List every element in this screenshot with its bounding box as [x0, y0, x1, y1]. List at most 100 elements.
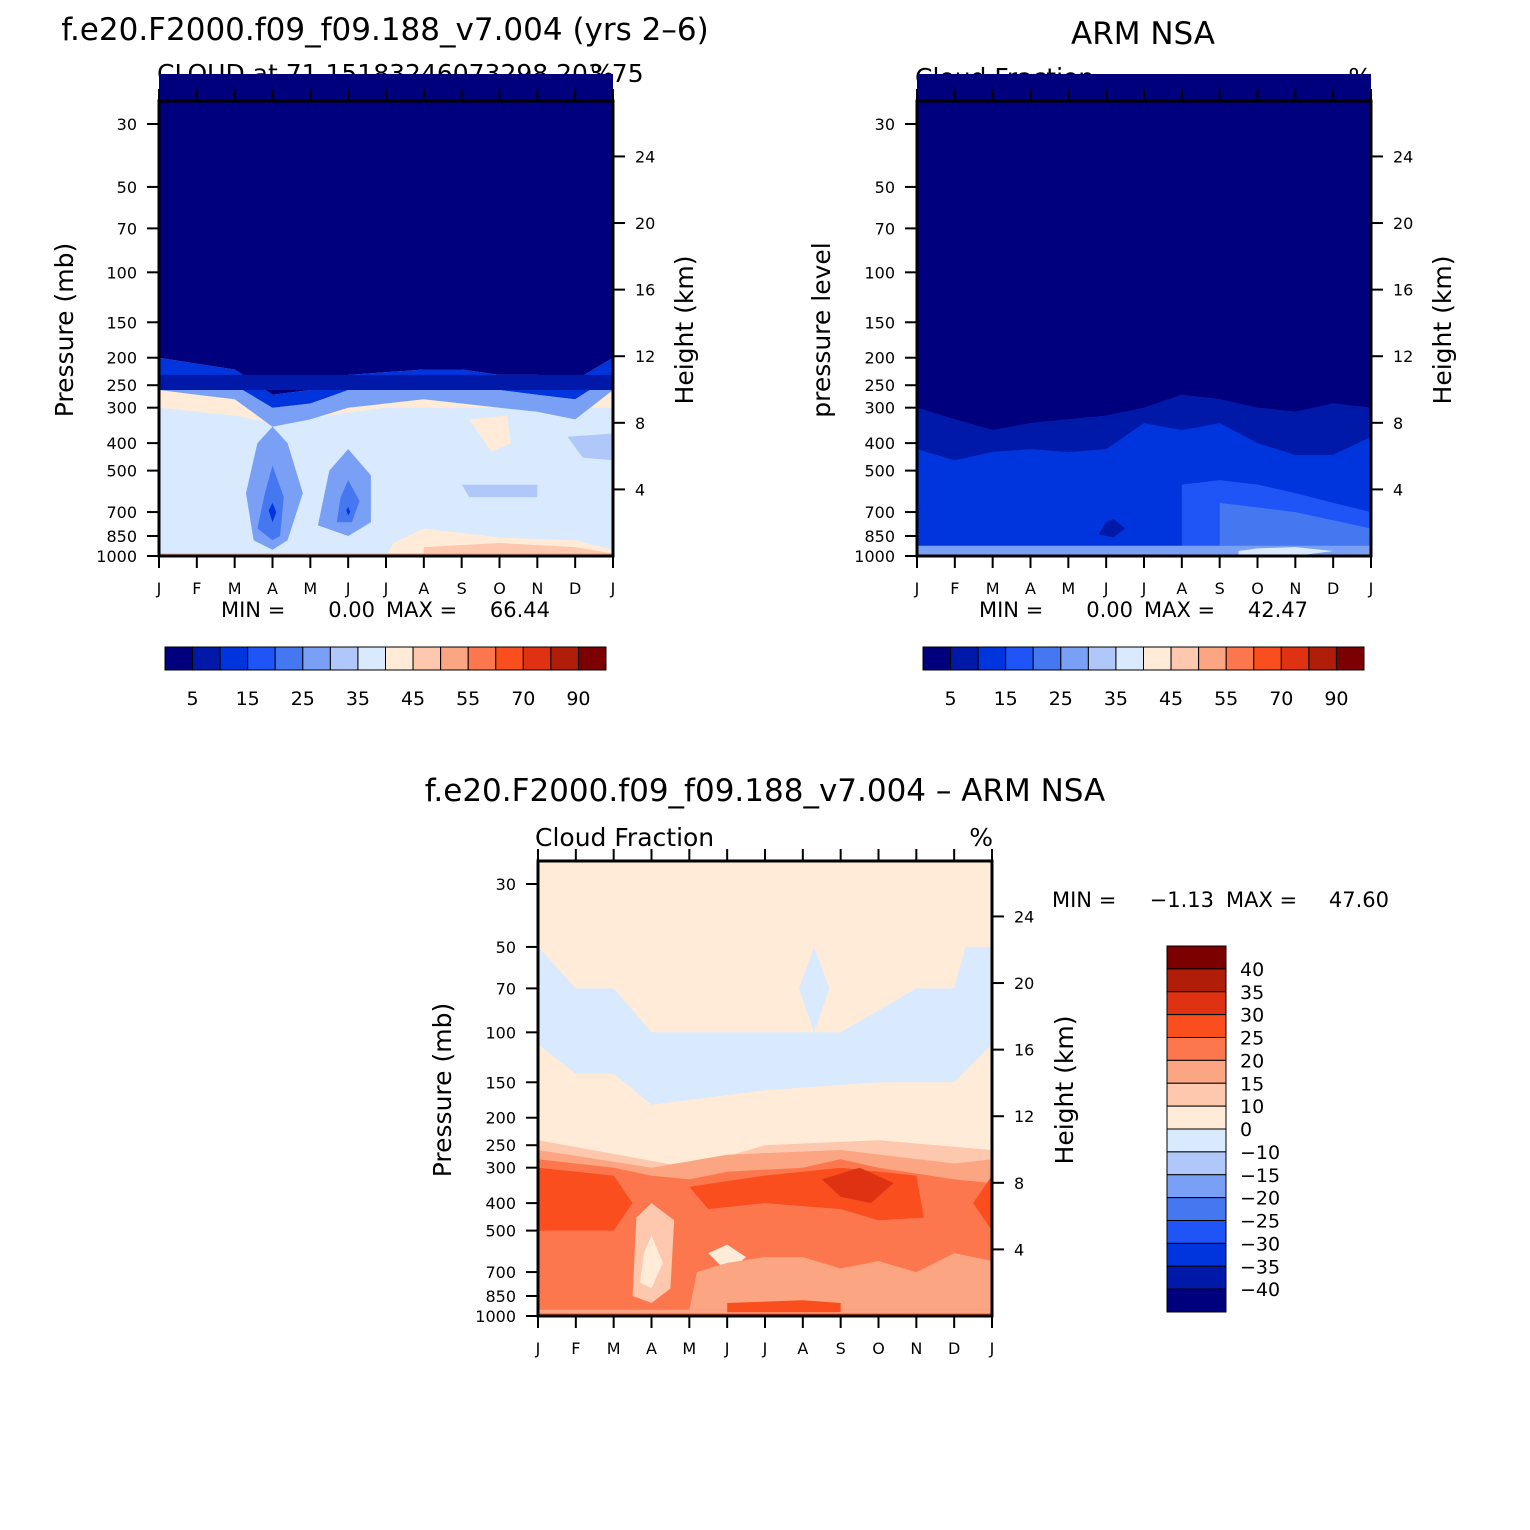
obs-field-10	[917, 394, 1371, 461]
obs-field-oct-light	[1238, 547, 1334, 556]
diff-x-tick-label: O	[872, 1339, 885, 1358]
model-field-5	[159, 74, 613, 395]
obs-colorbar-swatch	[1005, 646, 1034, 671]
obs-x-tick-label: S	[1215, 579, 1225, 598]
obs-y-tick-label: 400	[864, 434, 895, 453]
model-colorbar-swatch	[467, 646, 497, 671]
obs-y2-tick-label: 8	[1393, 414, 1403, 433]
model-colorbar-swatch	[329, 646, 359, 671]
model-y2-tick-label: 24	[635, 147, 655, 166]
diff-y-axis-label: Pressure (mb)	[428, 1003, 457, 1177]
diff-field-neg-diamond	[799, 946, 830, 1033]
obs-colorbar-swatch	[1170, 646, 1200, 671]
diff-colorbar-label: 30	[1240, 1005, 1264, 1027]
model-field-april-core	[268, 502, 277, 523]
diff-colorbar-swatch	[1166, 1197, 1227, 1221]
diff-y-tick-label: 400	[485, 1194, 516, 1213]
obs-colorbar-label: 5	[945, 688, 957, 710]
obs-y2-tick-label: 12	[1393, 347, 1413, 366]
diff-x-tick-label: M	[607, 1339, 621, 1358]
model-x-tick-label: M	[228, 579, 242, 598]
diff-y2-tick-label: 16	[1014, 1041, 1034, 1060]
diff-y-tick-label: 850	[485, 1287, 516, 1306]
obs-colorbar-swatch	[1198, 646, 1227, 671]
obs-colorbar-label: 25	[1049, 688, 1073, 710]
obs-y-tick-label: 300	[864, 399, 895, 418]
obs-colorbar-swatch	[1032, 646, 1062, 671]
diff-max-label: MAX =	[1226, 888, 1297, 912]
model-x-tick-label: N	[531, 579, 543, 598]
model-y-tick-label: 30	[117, 115, 137, 134]
obs-y-tick-label: 500	[864, 462, 895, 481]
model-colorbar-swatch	[164, 646, 194, 671]
model-field-june-core	[346, 506, 351, 516]
diff-min-label: MIN =	[1052, 888, 1116, 912]
obs-colorbar-label: 35	[1104, 688, 1128, 710]
diff-x-tick-label: N	[910, 1339, 922, 1358]
diff-y-tick-label: 150	[485, 1073, 516, 1092]
diff-colorbar-label: −25	[1240, 1211, 1280, 1233]
obs-y-tick-label: 1000	[854, 547, 895, 566]
diff-colorbar-swatch	[1166, 991, 1227, 1016]
diff-colorbar-label: −10	[1240, 1142, 1280, 1164]
diff-y2-tick-label: 12	[1014, 1107, 1034, 1126]
obs-y-tick-label: 850	[864, 527, 895, 546]
obs-colorbar-swatch	[922, 646, 952, 671]
diff-colorbar-swatch	[1166, 945, 1227, 970]
model-field-dec	[567, 433, 613, 461]
diff-x-tick-label: A	[797, 1339, 808, 1358]
diff-field-april-5	[640, 1235, 663, 1289]
model-y-tick-label: 300	[106, 399, 137, 418]
model-x-tick-label: A	[267, 579, 278, 598]
model-colorbar-swatch	[495, 646, 524, 671]
diff-colorbar-swatch	[1166, 1082, 1227, 1107]
obs-y2-tick-label: 20	[1393, 214, 1413, 233]
diff-y-tick-label: 1000	[475, 1307, 516, 1326]
model-colorbar-label: 90	[566, 688, 590, 710]
obs-x-tick-label: J	[1141, 579, 1147, 598]
obs-y-tick-label: 250	[864, 376, 895, 395]
obs-y-tick-label: 30	[875, 115, 895, 134]
model-y-tick-label: 150	[106, 313, 137, 332]
diff-y-tick-label: 200	[485, 1109, 516, 1128]
diff-colorbar-label: 10	[1240, 1096, 1264, 1118]
bottom-panel-title: f.e20.F2000.f09_f09.188_v7.004 – ARM NSA	[425, 773, 1106, 809]
model-x-tick-label: J	[156, 579, 162, 598]
model-y2-tick-label: 12	[635, 347, 655, 366]
model-colorbar-swatch	[412, 646, 442, 671]
diff-x-tick-label: J	[535, 1339, 541, 1358]
obs-x-tick-label: M	[1061, 579, 1075, 598]
diff-colorbar-label: −15	[1240, 1165, 1280, 1187]
obs-colorbar-swatch	[950, 646, 979, 671]
model-y2-tick-label: 20	[635, 214, 655, 233]
model-x-tick-label: J	[345, 579, 351, 598]
obs-y-tick-label: 150	[864, 313, 895, 332]
model-field-35	[159, 407, 613, 556]
model-y-axis-label: Pressure (mb)	[50, 243, 79, 417]
diff-field-low-25	[727, 1300, 841, 1313]
model-y-tick-label: 850	[106, 527, 137, 546]
model-x-tick-label: S	[457, 579, 467, 598]
diff-x-tick-label: F	[571, 1339, 580, 1358]
diff-max-value: 47.60	[1329, 888, 1389, 912]
diff-colorbar-label: 20	[1240, 1050, 1264, 1072]
diff-y-tick-label: 30	[496, 875, 516, 894]
diff-x-tick-label: D	[948, 1339, 960, 1358]
model-field-oct	[461, 484, 538, 498]
obs-colorbar-swatch	[1115, 646, 1144, 671]
model-x-tick-label: F	[192, 579, 201, 598]
model-colorbar-label: 5	[187, 688, 199, 710]
diff-colorbar-swatch	[1166, 1014, 1227, 1038]
model-y-tick-label: 500	[106, 462, 137, 481]
diff-field-25-w	[538, 1167, 633, 1231]
diff-colorbar-label: 25	[1240, 1028, 1264, 1050]
obs-x-tick-label: N	[1289, 579, 1301, 598]
model-colorbar-label: 35	[346, 688, 370, 710]
model-x-tick-label: D	[569, 579, 581, 598]
model-min-value: 0.00	[328, 598, 375, 622]
obs-x-tick-label: A	[1176, 579, 1187, 598]
model-y-tick-label: 700	[106, 503, 137, 522]
obs-y2-axis-label: Height (km)	[1428, 256, 1457, 405]
diff-colorbar-label: −40	[1240, 1279, 1280, 1301]
diff-colorbar-label: −20	[1240, 1188, 1280, 1210]
